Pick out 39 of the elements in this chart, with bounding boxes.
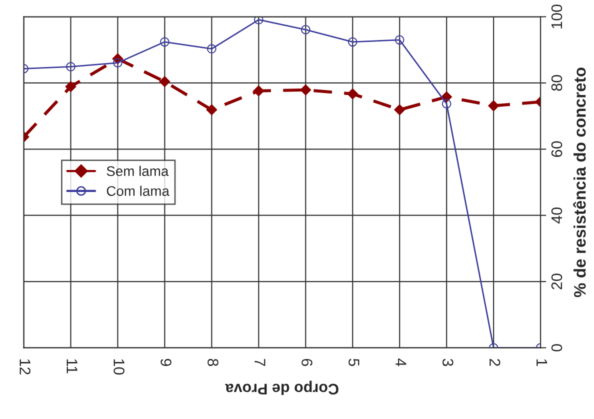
point: [254, 16, 264, 24]
point: [348, 37, 358, 47]
point: [488, 100, 499, 112]
point: [300, 24, 310, 34]
x-tick-label: 1: [536, 359, 548, 366]
x-tick-label: 6: [302, 358, 312, 366]
point: [394, 104, 406, 116]
y-tick-label: 80: [551, 75, 562, 91]
x-tick-label: 11: [66, 359, 78, 374]
point: [206, 44, 216, 54]
point: [442, 99, 452, 108]
y-tick-label: 60: [551, 141, 562, 157]
point: [159, 76, 170, 88]
point: [253, 85, 264, 96]
point: [160, 37, 170, 47]
x-tick-label: 2: [490, 358, 500, 366]
point: [206, 104, 218, 116]
y-tick-label: 100: [551, 4, 562, 28]
x-tick-label: 8: [208, 358, 218, 366]
y-tick-label: 0: [551, 344, 562, 352]
y-axis-title: % de resistência do concreto: [573, 68, 586, 298]
y-tick-label: 20: [551, 274, 562, 290]
x-tick-label: 9: [160, 358, 172, 366]
point: [65, 81, 76, 92]
x-tick-label: 7: [254, 358, 266, 366]
x-tick-label: 4: [396, 358, 406, 366]
x-tick-label: 5: [348, 358, 360, 366]
point: [66, 62, 76, 72]
y-tick-label: 40: [551, 207, 562, 224]
point: [113, 58, 122, 68]
legend-label: Com lama: [106, 186, 170, 196]
point: [394, 35, 404, 45]
legend-label: Sem lama: [106, 166, 169, 176]
x-axis-title: Corpo de Prova: [225, 380, 338, 395]
x-tick-label: 12: [20, 359, 30, 374]
x-tick-label: 3: [442, 358, 454, 366]
point: [347, 88, 358, 100]
x-tick-label: 10: [114, 359, 124, 375]
point: [300, 84, 312, 96]
